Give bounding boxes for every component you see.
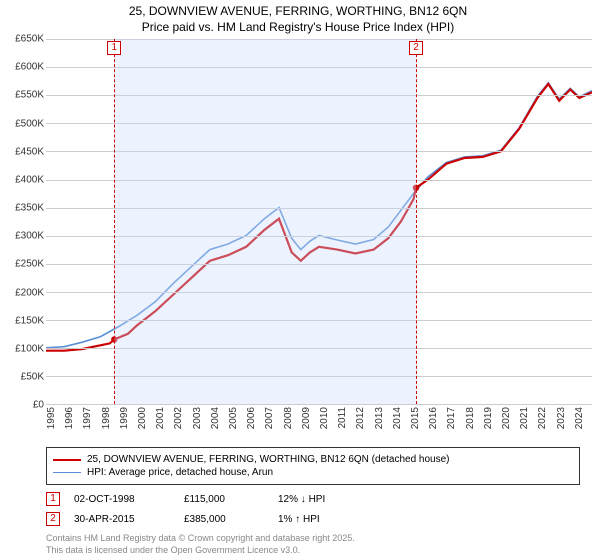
x-tick-label: 2008: [283, 407, 294, 429]
x-tick-label: 1998: [101, 407, 112, 429]
y-tick-label: £600K: [15, 62, 44, 73]
chart-title: 25, DOWNVIEW AVENUE, FERRING, WORTHING, …: [4, 4, 592, 35]
x-tick-label: 2004: [210, 407, 221, 429]
footer-attribution: Contains HM Land Registry data © Crown c…: [46, 533, 592, 556]
ownership-band: [114, 39, 416, 404]
x-tick-label: 2001: [155, 407, 166, 429]
x-tick-label: 1996: [64, 407, 75, 429]
sale-marker-box: 2: [409, 41, 423, 55]
y-axis: £0£50K£100K£150K£200K£250K£300K£350K£400…: [4, 39, 46, 405]
x-tick-label: 1997: [82, 407, 93, 429]
sale-date: 30-APR-2015: [74, 514, 170, 525]
y-tick-label: £300K: [15, 231, 44, 242]
sale-delta: 12% ↓ HPI: [278, 494, 368, 505]
x-axis: 1995 1996 1997 1998 1999 2000 2001 2002 2003 2004…: [46, 405, 592, 445]
x-tick-label: 2013: [374, 407, 385, 429]
y-tick-label: £200K: [15, 287, 44, 298]
plot-area: 12: [46, 39, 592, 405]
legend-swatch-icon: [53, 459, 81, 461]
x-tick-label: 2019: [483, 407, 494, 429]
x-tick-label: 1999: [119, 407, 130, 429]
x-tick-label: 2007: [264, 407, 275, 429]
y-tick-label: £550K: [15, 90, 44, 101]
sale-price: £115,000: [184, 494, 264, 505]
y-tick-label: £150K: [15, 315, 44, 326]
sale-index-box: 1: [46, 492, 60, 506]
sale-date: 02-OCT-1998: [74, 494, 170, 505]
sale-delta: 1% ↑ HPI: [278, 514, 368, 525]
legend-swatch-icon: [53, 472, 81, 473]
x-tick-label: 2014: [392, 407, 403, 429]
sale-marker-line: [114, 39, 115, 404]
legend-item: 25, DOWNVIEW AVENUE, FERRING, WORTHING, …: [53, 454, 573, 465]
legend-label: HPI: Average price, detached house, Arun: [87, 467, 273, 478]
sale-index-box: 2: [46, 512, 60, 526]
x-tick-label: 2005: [228, 407, 239, 429]
x-tick-label: 2015: [410, 407, 421, 429]
x-tick-label: 2006: [246, 407, 257, 429]
x-tick-label: 2022: [537, 407, 548, 429]
y-tick-label: £650K: [15, 34, 44, 45]
y-tick-label: £350K: [15, 203, 44, 214]
sale-row: 2 30-APR-2015 £385,000 1% ↑ HPI: [46, 509, 592, 529]
x-tick-label: 2016: [428, 407, 439, 429]
y-tick-label: £250K: [15, 259, 44, 270]
x-tick-label: 1995: [46, 407, 57, 429]
x-tick-label: 2012: [355, 407, 366, 429]
legend-item: HPI: Average price, detached house, Arun: [53, 467, 573, 478]
x-tick-label: 2024: [574, 407, 585, 429]
x-tick-label: 2018: [465, 407, 476, 429]
sale-row: 1 02-OCT-1998 £115,000 12% ↓ HPI: [46, 489, 592, 509]
y-tick-label: £50K: [21, 372, 44, 383]
y-tick-label: £400K: [15, 174, 44, 185]
y-tick-label: £500K: [15, 118, 44, 129]
footer-line2: This data is licensed under the Open Gov…: [46, 545, 592, 557]
x-tick-label: 2023: [556, 407, 567, 429]
y-tick-label: £0: [33, 400, 44, 411]
x-tick-label: 2000: [137, 407, 148, 429]
y-tick-label: £450K: [15, 146, 44, 157]
sale-marker-line: [416, 39, 417, 404]
x-tick-label: 2010: [319, 407, 330, 429]
title-line2: Price paid vs. HM Land Registry's House …: [4, 20, 592, 36]
x-tick-label: 2009: [301, 407, 312, 429]
y-tick-label: £100K: [15, 343, 44, 354]
legend-label: 25, DOWNVIEW AVENUE, FERRING, WORTHING, …: [87, 454, 450, 465]
x-tick-label: 2020: [501, 407, 512, 429]
chart-area: £0£50K£100K£150K£200K£250K£300K£350K£400…: [4, 39, 592, 405]
x-tick-label: 2011: [337, 407, 348, 429]
title-line1: 25, DOWNVIEW AVENUE, FERRING, WORTHING, …: [4, 4, 592, 20]
x-tick-label: 2003: [192, 407, 203, 429]
legend: 25, DOWNVIEW AVENUE, FERRING, WORTHING, …: [46, 447, 580, 485]
footer-line1: Contains HM Land Registry data © Crown c…: [46, 533, 592, 545]
x-tick-label: 2021: [519, 407, 530, 429]
x-tick-label: 2002: [173, 407, 184, 429]
sale-price: £385,000: [184, 514, 264, 525]
x-tick-label: 2017: [446, 407, 457, 429]
sales-table: 1 02-OCT-1998 £115,000 12% ↓ HPI 2 30-APR-201…: [46, 489, 592, 529]
sale-marker-box: 1: [107, 41, 121, 55]
